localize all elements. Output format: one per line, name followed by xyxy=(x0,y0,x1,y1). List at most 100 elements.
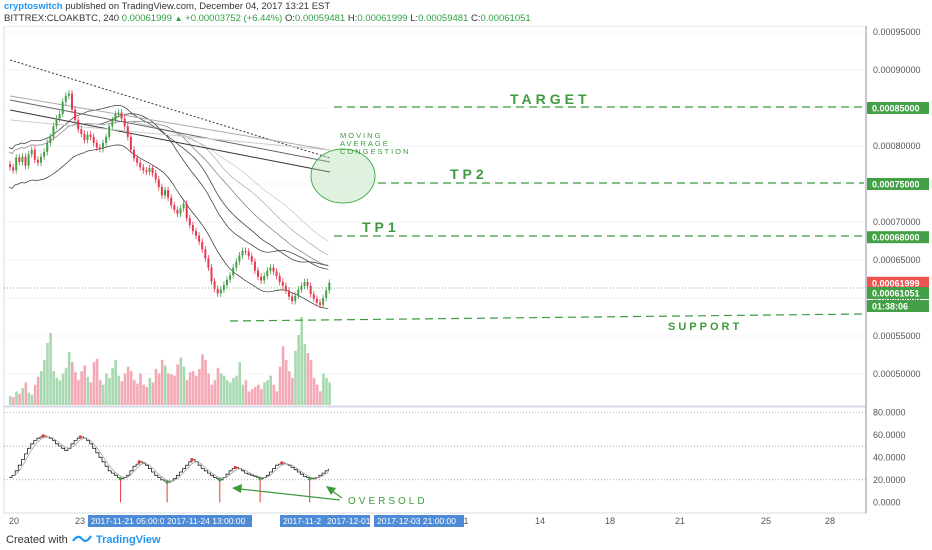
volume-bar xyxy=(213,380,217,405)
volume-bar xyxy=(58,380,62,405)
candle-body xyxy=(250,256,253,262)
volume-bar xyxy=(15,391,18,405)
candle-body xyxy=(36,159,39,163)
congestion-circle[interactable] xyxy=(310,148,376,204)
oscillator-cross-marker xyxy=(165,480,169,484)
oscillator-pane[interactable] xyxy=(3,406,867,514)
volume-bar xyxy=(319,391,322,405)
tradingview-brand[interactable]: TradingView xyxy=(96,534,161,546)
price-tick-label: 0.00070000 xyxy=(873,217,921,227)
volume-bar xyxy=(55,377,59,405)
candle-body xyxy=(170,197,173,206)
close-label: C: xyxy=(470,13,481,24)
volume-bar xyxy=(284,359,288,405)
date-label-box xyxy=(164,515,252,527)
support-label: SUPPORT xyxy=(668,321,742,333)
candle-body xyxy=(253,261,256,271)
date-label-text: 2017-11-24 13:00:00 xyxy=(167,516,246,526)
time-tick-label: 20 xyxy=(9,516,19,526)
congestion-label-line1: MOVING xyxy=(340,131,382,140)
volume-bar xyxy=(167,373,170,405)
price-tag-box xyxy=(867,231,929,244)
candle-body xyxy=(229,275,232,280)
volume-bar xyxy=(173,375,176,405)
volume-bar xyxy=(229,382,232,405)
volume-bar xyxy=(36,376,40,405)
candle-body xyxy=(120,112,123,119)
volume-bars xyxy=(9,317,331,405)
volume-bar xyxy=(263,382,266,405)
date-label-text: 2017-12-01 xyxy=(327,516,371,526)
volume-bar xyxy=(201,354,204,405)
symbol-label[interactable]: BITTREX:CLOAKBTC, 240 xyxy=(4,13,120,24)
volume-bar xyxy=(123,373,127,405)
oversold-arrow-head xyxy=(232,484,242,493)
candle-body xyxy=(272,267,275,272)
volume-bar xyxy=(253,386,257,405)
candle-body xyxy=(195,231,197,236)
volume-bar xyxy=(64,367,68,405)
candle-body xyxy=(173,205,176,210)
candle-body xyxy=(216,288,219,294)
candle-body xyxy=(133,149,135,159)
time-tick-label: 1 xyxy=(463,516,468,526)
moving-average-line xyxy=(8,121,329,242)
volume-bar xyxy=(92,362,96,405)
oversold-arrow2-line xyxy=(331,490,343,499)
chart-canvas[interactable]: TARGET TP2 TP1 SUPPORT MOVING AVERAGE CO… xyxy=(0,26,932,529)
volume-bar xyxy=(269,375,272,405)
high-value: 0.00061999 xyxy=(357,13,408,24)
candle-body xyxy=(266,270,269,276)
volume-bar xyxy=(102,384,105,405)
price-axis-ticks: 0.00095000 0.00090000 0.00085000 0.00080000… xyxy=(873,27,921,379)
candle-body xyxy=(151,168,154,174)
date-label-box xyxy=(324,515,370,527)
candle-body xyxy=(260,276,263,281)
price-tick-label: 0.00095000 xyxy=(873,27,921,37)
volume-bar xyxy=(198,368,201,405)
candle-body xyxy=(9,164,11,168)
candle-body xyxy=(108,126,111,137)
candle-body xyxy=(269,267,272,271)
price-tag-box xyxy=(867,276,929,289)
candle-body xyxy=(145,170,148,172)
candle-body xyxy=(27,154,30,166)
low-value: 0.00059481 xyxy=(418,13,469,24)
candle-body xyxy=(86,134,89,140)
candle-body xyxy=(61,101,64,115)
volume-bar xyxy=(328,382,331,405)
price-tag-label: 0.00061051 xyxy=(872,289,920,299)
candle-body xyxy=(77,120,80,130)
author-name[interactable]: cryptoswitch xyxy=(4,1,63,12)
support-line[interactable] xyxy=(229,313,863,322)
candle-body xyxy=(176,209,179,214)
volume-bar xyxy=(297,335,300,405)
candle-body xyxy=(95,142,98,148)
volume-bar xyxy=(160,359,164,405)
candle-body xyxy=(315,298,318,303)
tradingview-logo-icon[interactable] xyxy=(72,533,92,545)
high-label: H: xyxy=(347,13,358,24)
oscillator-cross-marker xyxy=(119,477,123,481)
candle-body xyxy=(157,179,160,188)
main-pane[interactable] xyxy=(3,26,867,407)
volume-bar xyxy=(315,384,319,405)
volume-bar xyxy=(278,366,282,405)
candle-body xyxy=(129,136,132,150)
volume-bar xyxy=(27,392,31,405)
candle-body xyxy=(278,275,281,283)
volume-bar xyxy=(306,353,310,405)
candle-body xyxy=(188,218,191,226)
price-tag-box xyxy=(867,287,929,300)
congestion-label-line2: AVERAGE xyxy=(340,139,390,148)
candle-body xyxy=(238,255,241,262)
volume-bar xyxy=(232,377,235,405)
volume-bar xyxy=(33,384,37,405)
volume-bar xyxy=(67,351,71,405)
volume-bar xyxy=(244,380,248,405)
oscillator-peak-marker xyxy=(280,461,284,465)
lower-band-line xyxy=(8,144,329,310)
volume-bar xyxy=(210,384,214,405)
volume-bar xyxy=(185,380,189,405)
candle-body xyxy=(235,261,238,268)
